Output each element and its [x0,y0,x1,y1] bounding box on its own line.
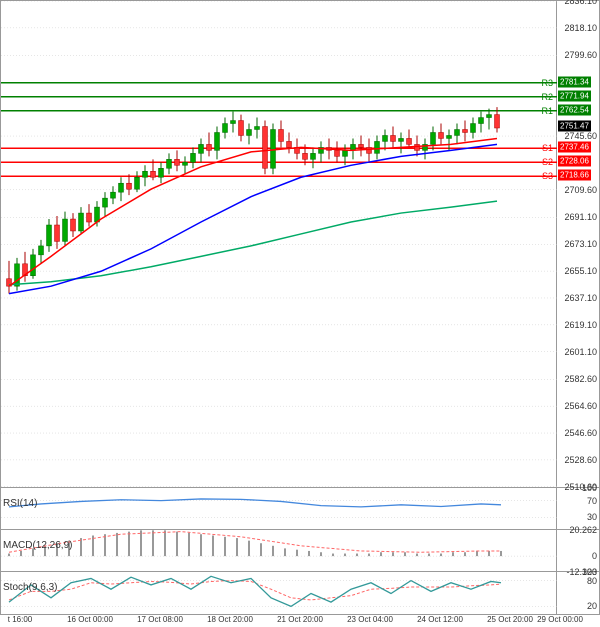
y-tick: 2709.60 [564,185,597,195]
x-tick: 21 Oct 20:00 [277,615,323,624]
y-tick: 2619.10 [564,320,597,330]
x-tick: 17 Oct 08:00 [137,615,183,624]
price-y-axis: 2836.10 2818.10 2799.60 2745.60 2709.60 2691.… [557,0,600,488]
rsi-svg [1,488,558,530]
y-tick: 2836.10 [564,0,597,6]
price-panel[interactable]: R3 R2 R1 S1 S2 S3 [0,0,557,488]
y-tick: 2637.10 [564,293,597,303]
macd-svg [1,530,558,572]
stoch-y-axis: 1008020 [557,572,600,615]
stoch-tick: 80 [587,576,597,586]
level-label-S1: S1 [542,143,553,153]
rsi-tick: 100 [582,483,597,493]
rsi-y-axis: 1007030 [557,488,600,530]
x-axis: t 16:00 16 Oct 00:00 17 Oct 08:00 18 Oct 20… [0,615,557,627]
current-price: 2751.47 [558,121,591,132]
stoch-svg [1,572,558,615]
rsi-panel[interactable]: RSI(14) [0,488,557,530]
level-price-S3: 2718.66 [558,170,591,181]
x-tick: t 16:00 [8,615,32,624]
level-label-S2: S2 [542,157,553,167]
x-tick: 24 Oct 12:00 [417,615,463,624]
x-tick: 29 Oct 00:00 [537,615,583,624]
level-price-R3: 2781.34 [558,76,591,87]
x-tick: 18 Oct 20:00 [207,615,253,624]
x-tick: 23 Oct 04:00 [347,615,393,624]
y-tick: 2745.60 [564,131,597,141]
y-tick: 2564.60 [564,401,597,411]
macd-tick: 20.262 [569,525,597,535]
y-tick: 2673.10 [564,239,597,249]
y-tick: 2799.60 [564,50,597,60]
stoch-tick: 20 [587,601,597,611]
rsi-tick: 30 [587,512,597,522]
x-tick: 25 Oct 20:00 [487,615,533,624]
price-svg [1,1,558,489]
y-tick: 2818.10 [564,23,597,33]
macd-label: MACD(12,26,9) [3,540,72,551]
y-tick: 2582.60 [564,374,597,384]
rsi-label: RSI(14) [3,498,37,509]
level-price-S1: 2737.46 [558,142,591,153]
level-label-R3: R3 [541,78,553,88]
level-label-S3: S3 [542,171,553,181]
y-tick: 2691.10 [564,212,597,222]
macd-y-axis: 20.2620-12.323 [557,530,600,572]
rsi-tick: 70 [587,496,597,506]
level-price-R2: 2771.94 [558,90,591,101]
y-tick: 2546.60 [564,428,597,438]
y-tick: 2655.10 [564,266,597,276]
macd-tick: 0 [592,551,597,561]
macd-panel[interactable]: MACD(12,26,9) [0,530,557,572]
y-tick: 2601.10 [564,347,597,357]
x-tick: 16 Oct 00:00 [67,615,113,624]
y-tick: 2528.60 [564,455,597,465]
stoch-label: Stoch(9,6,3) [3,582,57,593]
level-price-R1: 2762.54 [558,104,591,115]
level-label-R2: R2 [541,92,553,102]
trading-chart: R3 R2 R1 S1 S2 S3 2836.10 2818.10 2799.60 2745.6… [0,0,600,627]
stoch-panel[interactable]: Stoch(9,6,3) [0,572,557,615]
level-label-R1: R1 [541,106,553,116]
level-price-S2: 2728.06 [558,156,591,167]
